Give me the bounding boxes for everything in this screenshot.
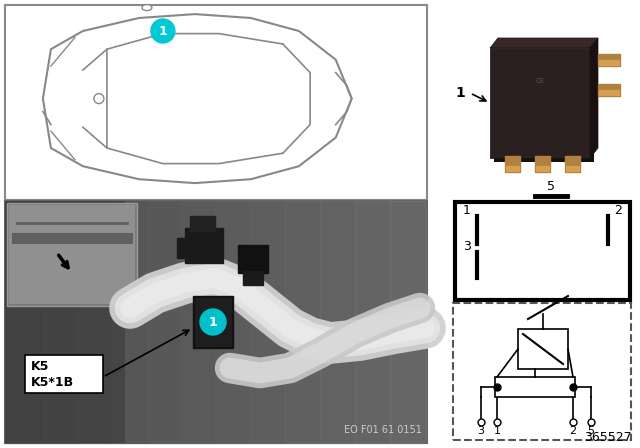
Bar (490, 48, 590, 158)
Text: CE: CE (536, 78, 545, 84)
Bar (599, 60, 619, 65)
Bar (5, 5, 427, 200)
Text: 1: 1 (493, 426, 500, 436)
Bar (506, 166, 519, 171)
Text: 2: 2 (570, 426, 577, 436)
Bar (250, 201, 285, 443)
Bar (5, 201, 427, 443)
Bar (565, 156, 580, 172)
Bar (9, 205, 135, 304)
Bar (195, 298, 231, 346)
Bar (598, 84, 620, 96)
Text: 3: 3 (463, 240, 471, 253)
Bar (453, 303, 631, 440)
Circle shape (200, 309, 226, 335)
Bar (7, 203, 137, 306)
Bar (145, 201, 180, 443)
Bar (455, 202, 630, 300)
Bar (598, 54, 620, 66)
Bar (495, 377, 575, 397)
Text: 2: 2 (614, 203, 622, 216)
Text: 5: 5 (547, 180, 556, 193)
Text: 5: 5 (588, 426, 595, 436)
Bar (494, 52, 594, 162)
Bar (110, 201, 145, 443)
Text: K5*1B: K5*1B (31, 376, 74, 389)
Bar (25, 355, 103, 393)
Bar (390, 201, 425, 443)
Bar (320, 201, 355, 443)
Bar (190, 216, 215, 231)
Bar (430, 0, 640, 448)
Text: EO F01 61 0151: EO F01 61 0151 (344, 425, 422, 435)
Bar (185, 228, 223, 263)
Bar (535, 156, 550, 172)
Bar (75, 201, 110, 443)
Bar (5, 201, 125, 443)
Text: 1: 1 (463, 203, 471, 216)
Bar (5, 201, 40, 443)
Ellipse shape (142, 4, 152, 11)
Text: 3: 3 (477, 426, 484, 436)
Text: 1: 1 (209, 315, 218, 328)
Bar (40, 201, 75, 443)
Bar (238, 245, 268, 273)
Bar (177, 238, 187, 258)
Text: 365527: 365527 (584, 431, 632, 444)
Text: K5: K5 (31, 361, 49, 374)
Bar (285, 201, 320, 443)
Bar (193, 296, 233, 348)
Circle shape (94, 94, 104, 103)
Text: 1: 1 (159, 25, 167, 38)
Bar (505, 156, 520, 172)
Circle shape (151, 19, 175, 43)
Bar (518, 329, 568, 369)
Bar (566, 166, 579, 171)
Text: 1: 1 (455, 86, 465, 100)
Bar (243, 271, 263, 285)
Bar (215, 201, 250, 443)
Bar (536, 166, 549, 171)
Polygon shape (590, 38, 598, 158)
Bar (599, 90, 619, 95)
Bar (180, 201, 215, 443)
Polygon shape (490, 38, 598, 48)
Bar (355, 201, 390, 443)
